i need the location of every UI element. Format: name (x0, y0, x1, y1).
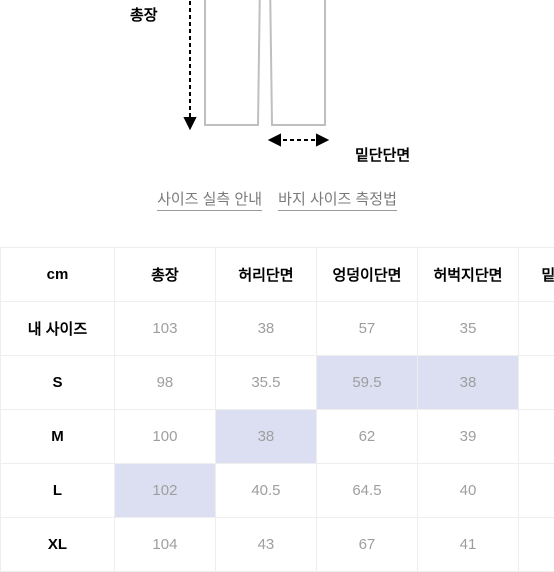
size-cell: 98 (114, 356, 215, 410)
size-table: cm 총장 허리단면 엉덩이단면 허벅지단면 밑단단면 내 사이즈1033857… (0, 247, 554, 572)
size-table-wrap: cm 총장 허리단면 엉덩이단면 허벅지단면 밑단단면 내 사이즈1033857… (0, 247, 554, 572)
size-cell: 57 (316, 302, 417, 356)
label-total-length: 총장 (130, 4, 158, 25)
size-cell: 59.5 (316, 356, 417, 410)
table-row: S9835.559.5383 (1, 356, 554, 410)
table-row: M10038623937 (1, 410, 554, 464)
size-cell: 38 (417, 356, 518, 410)
size-cell: 67 (316, 518, 417, 572)
guide-links: 사이즈 실측 안내 바지 사이즈 측정법 (0, 188, 554, 209)
header-col: 밑단단면 (518, 248, 554, 302)
header-col: 허벅지단면 (417, 248, 518, 302)
pants-diagram-area: 총장 밑단단면 (0, 0, 554, 180)
size-cell: 35 (417, 302, 518, 356)
row-label: S (1, 356, 115, 410)
pants-diagram (180, 0, 350, 160)
table-header-row: cm 총장 허리단면 엉덩이단면 허벅지단면 밑단단면 (1, 248, 554, 302)
size-cell: 104 (114, 518, 215, 572)
size-cell: 3 (518, 356, 554, 410)
row-label: M (1, 410, 115, 464)
header-col: 엉덩이단면 (316, 248, 417, 302)
size-cell: 40 (417, 464, 518, 518)
table-row: 내 사이즈1033857353 (1, 302, 554, 356)
table-row: XL10443674138 (1, 518, 554, 572)
size-cell: 64.5 (316, 464, 417, 518)
header-unit: cm (1, 248, 115, 302)
row-label: 내 사이즈 (1, 302, 115, 356)
size-cell: 38 (215, 410, 316, 464)
row-label: XL (1, 518, 115, 572)
size-cell: 4 (518, 464, 554, 518)
size-cell: 100 (114, 410, 215, 464)
size-cell: 41 (417, 518, 518, 572)
size-cell: 35.5 (215, 356, 316, 410)
size-cell: 39 (417, 410, 518, 464)
size-cell: 37 (518, 410, 554, 464)
size-cell: 38 (518, 518, 554, 572)
size-cell: 43 (215, 518, 316, 572)
size-cell: 3 (518, 302, 554, 356)
size-cell: 40.5 (215, 464, 316, 518)
header-col: 총장 (114, 248, 215, 302)
link-size-guide[interactable]: 사이즈 실측 안내 (157, 191, 262, 211)
header-col: 허리단면 (215, 248, 316, 302)
link-measure-guide[interactable]: 바지 사이즈 측정법 (278, 191, 397, 211)
size-cell: 38 (215, 302, 316, 356)
size-cell: 102 (114, 464, 215, 518)
label-hem: 밑단단면 (355, 144, 410, 165)
row-label: L (1, 464, 115, 518)
table-row: L10240.564.5404 (1, 464, 554, 518)
size-cell: 62 (316, 410, 417, 464)
size-cell: 103 (114, 302, 215, 356)
